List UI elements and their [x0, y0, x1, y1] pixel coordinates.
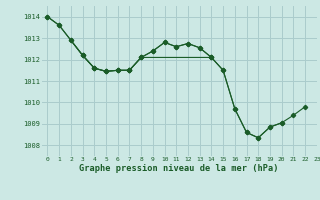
X-axis label: Graphe pression niveau de la mer (hPa): Graphe pression niveau de la mer (hPa) — [79, 164, 279, 173]
